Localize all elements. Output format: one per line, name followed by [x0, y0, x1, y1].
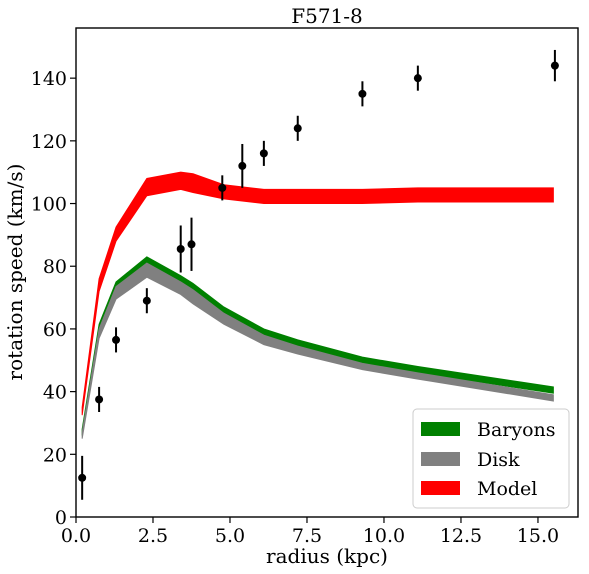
- data-point: [550, 49, 559, 82]
- data-point: [413, 65, 422, 91]
- data-point: [259, 140, 268, 166]
- x-tick-label: 0.0: [61, 525, 91, 547]
- data-point: [112, 327, 121, 353]
- legend: Baryons Disk Model: [412, 408, 570, 509]
- x-axis: 0.0 2.5 5.0 7.5 10.0 12.5 15.0: [61, 517, 559, 547]
- data-marker: [187, 240, 196, 249]
- data-point: [218, 175, 227, 201]
- band-model: [81, 171, 554, 416]
- chart-title: F571-8: [291, 4, 363, 28]
- data-marker: [112, 335, 121, 344]
- data-marker: [142, 296, 151, 305]
- y-tick-label: 40: [43, 382, 67, 404]
- data-marker: [293, 124, 302, 133]
- data-point: [187, 217, 196, 271]
- x-tick-label: 10.0: [363, 525, 405, 547]
- y-tick-label: 60: [43, 319, 67, 341]
- legend-label-model: Model: [477, 478, 537, 500]
- legend-swatch-baryons: [421, 422, 460, 436]
- legend-swatch-model: [421, 481, 460, 495]
- y-axis: 0 20 40 60 80 100 120 140: [31, 68, 76, 529]
- data-marker: [259, 149, 268, 158]
- x-tick-label: 15.0: [517, 525, 559, 547]
- x-tick-label: 5.0: [215, 525, 245, 547]
- data-point: [238, 143, 247, 188]
- x-tick-label: 2.5: [138, 525, 168, 547]
- y-tick-label: 140: [31, 68, 67, 90]
- y-tick-label: 100: [31, 194, 67, 216]
- data-marker: [78, 473, 87, 482]
- data-marker: [95, 395, 104, 404]
- y-tick-label: 0: [55, 507, 67, 529]
- data-marker: [550, 61, 559, 70]
- x-axis-label: radius (kpc): [266, 544, 388, 568]
- legend-swatch-disk: [421, 452, 460, 466]
- data-point: [95, 386, 104, 412]
- y-tick-label: 80: [43, 256, 67, 278]
- x-tick-label: 7.5: [292, 525, 322, 547]
- data-marker: [238, 161, 247, 170]
- y-tick-label: 120: [31, 131, 67, 153]
- y-tick-label: 20: [43, 444, 67, 466]
- band-disk: [81, 262, 554, 439]
- data-point: [142, 288, 151, 314]
- data-point: [293, 115, 302, 141]
- data-point: [78, 455, 87, 500]
- x-tick-label: 12.5: [440, 525, 482, 547]
- data-point: [176, 225, 185, 273]
- plot-frame: [75, 27, 579, 518]
- data-marker: [218, 183, 227, 192]
- legend-label-baryons: Baryons: [477, 419, 556, 441]
- data-marker: [413, 74, 422, 83]
- data-marker: [358, 89, 367, 98]
- data-point: [358, 81, 367, 107]
- data-marker: [176, 244, 185, 253]
- legend-label-disk: Disk: [477, 449, 520, 471]
- y-axis-label: rotation speed (km/s): [3, 164, 27, 381]
- plot-area: [78, 49, 559, 500]
